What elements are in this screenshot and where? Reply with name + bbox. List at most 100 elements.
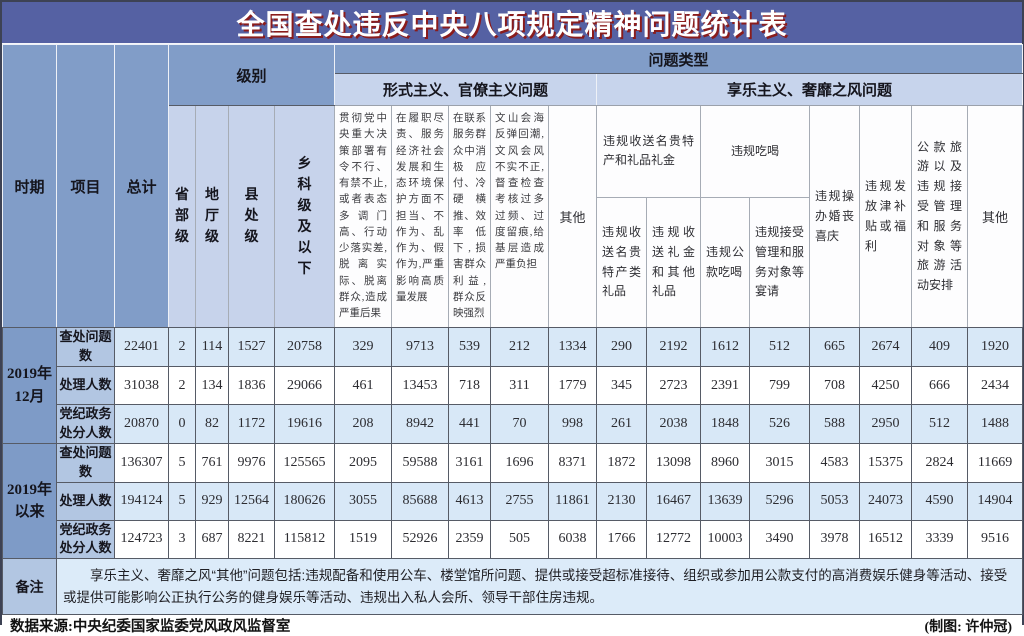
data-cell: 4250 (859, 366, 913, 406)
data-cell: 2723 (646, 366, 702, 406)
data-cell: 3339 (911, 519, 969, 560)
statistics-table: 时期 项目 总计 级别 问题类型 形式主义、官僚主义问题 享乐主义、奢靡之风问题… (2, 43, 1024, 616)
data-cell: 666 (911, 366, 969, 406)
col-header-formalism-1: 在履职尽责、服务经济社会发展和生态环境保护方面不担当、不作为、乱作为、假作为,严… (391, 104, 450, 329)
col-header-weddings-funerals: 违规操办婚丧喜庆 (809, 104, 861, 329)
data-cell: 114 (195, 327, 229, 368)
period-label: 2019年以来 (2, 442, 57, 560)
data-cell: 3015 (749, 442, 811, 483)
col-header-level-county: 县处级 (228, 104, 275, 329)
note-text-cell: 享乐主义、奢靡之风“其他”问题包括:违规配备和使用公车、楼堂馆所问题、提供或接受… (55, 558, 1024, 616)
group-header-gifts: 违规收送名贵特产和礼品礼金 (596, 105, 702, 198)
col-header-dining-banquets: 违规接受管理和服务对象等宴请 (749, 196, 811, 329)
data-cell: 2130 (596, 481, 648, 521)
data-cell: 194124 (114, 481, 169, 521)
row-label: 党纪政务处分人数 (56, 404, 115, 444)
col-header-item: 项目 (56, 43, 115, 329)
data-cell: 2 (168, 366, 196, 406)
data-cell: 16512 (859, 519, 913, 560)
data-cell: 11669 (967, 442, 1024, 483)
data-cell: 345 (596, 366, 648, 406)
data-cell: 5053 (809, 481, 861, 521)
data-cell: 16467 (646, 481, 702, 521)
data-cell: 290 (596, 327, 648, 368)
data-cell: 5 (168, 481, 196, 521)
data-cell: 6038 (548, 519, 598, 560)
chart-credit: (制图: 许仲冠) (924, 619, 1013, 635)
data-cell: 2950 (859, 404, 913, 444)
header-row-3: 省部级 地厅级 县处级 乡科级及以下 贯彻党中央重大决策部署有令不行、有禁不止,… (3, 104, 1024, 329)
data-cell: 1527 (228, 327, 275, 368)
data-cell: 11861 (548, 481, 598, 521)
col-header-period: 时期 (2, 43, 57, 329)
data-cell: 115812 (273, 519, 336, 560)
data-cell: 1696 (490, 442, 550, 483)
data-cell: 2674 (859, 327, 913, 368)
data-cell: 588 (809, 404, 861, 444)
data-cell: 4613 (448, 481, 492, 521)
data-cell: 1519 (334, 519, 393, 560)
page-title: 全国查处违反中央八项规定精神问题统计表 (236, 8, 788, 40)
data-cell: 718 (448, 366, 492, 406)
col-header-formalism-2: 在联系服务群众中消极应付、冷硬横推、效率低下,损害群众利益,群众反映强烈 (448, 104, 492, 329)
data-cell: 20870 (114, 404, 169, 444)
data-cell: 512 (749, 327, 811, 368)
group-header-formalism: 形式主义、官僚主义问题 (334, 73, 598, 106)
title-bar: 全国查处违反中央八项规定精神问题统计表 (2, 2, 1022, 44)
col-header-total: 总计 (114, 43, 169, 329)
data-cell: 59588 (391, 442, 450, 483)
col-header-level-prefecture: 地厅级 (195, 104, 229, 329)
data-cell: 0 (168, 404, 196, 444)
note-text: 享乐主义、奢靡之风“其他”问题包括:违规配备和使用公车、楼堂馆所问题、提供或接受… (63, 568, 1008, 605)
data-cell: 9713 (391, 327, 450, 368)
period-label: 2019年12月 (2, 327, 57, 444)
data-cell: 31038 (114, 366, 169, 406)
col-header-formalism-0: 贯彻党中央重大决策部署有令不行、有禁不止,或者表态多调门高、行动少落实差,脱离实… (334, 104, 393, 329)
note-row: 备注 享乐主义、奢靡之风“其他”问题包括:违规配备和使用公车、楼堂馆所问题、提供… (2, 558, 1024, 616)
data-cell: 1612 (700, 327, 751, 368)
data-cell: 12772 (646, 519, 702, 560)
data-cell: 4583 (809, 442, 861, 483)
data-cell: 3161 (448, 442, 492, 483)
data-cell: 8960 (700, 442, 751, 483)
data-cell: 3 (168, 519, 196, 560)
col-header-hedonism-other: 其他 (967, 104, 1024, 329)
data-cell: 208 (334, 404, 393, 444)
data-cell: 409 (911, 327, 969, 368)
data-cell: 1848 (700, 404, 751, 444)
row-label: 查处问题数 (56, 327, 115, 368)
data-cell: 13453 (391, 366, 450, 406)
data-cell: 8942 (391, 404, 450, 444)
col-header-gifts-cash: 违规收送礼金和其他礼品 (646, 196, 702, 329)
group-header-dining: 违规吃喝 (700, 105, 811, 198)
row-label: 查处问题数 (56, 442, 115, 483)
note-label: 备注 (2, 558, 57, 616)
table-row: 2019年以来 查处问题数 136307 5 761 9976 125565 2… (2, 442, 1024, 560)
header-row-1: 时期 项目 总计 级别 问题类型 (2, 43, 1024, 329)
data-cell: 2755 (490, 481, 550, 521)
table-row: 党纪政务处分人数 20870 0 82 1172 19616 208 8942 … (3, 404, 1024, 444)
data-cell: 1779 (548, 366, 598, 406)
data-cell: 799 (749, 366, 811, 406)
data-cell: 19616 (273, 404, 336, 444)
data-cell: 2391 (700, 366, 751, 406)
data-cell: 708 (809, 366, 861, 406)
data-cell: 5 (168, 442, 196, 483)
data-cell: 136307 (114, 442, 169, 483)
data-cell: 70 (490, 404, 550, 444)
data-cell: 539 (448, 327, 492, 368)
data-cell: 687 (195, 519, 229, 560)
group-header-problem-type: 问题类型 (334, 44, 1024, 74)
table-row: 处理人数 31038 2 134 1836 29066 461 13453 71… (3, 366, 1024, 406)
col-header-dining-public-funds: 违规公款吃喝 (700, 196, 751, 329)
col-header-level-province: 省部级 (168, 104, 196, 329)
data-cell: 2824 (911, 442, 969, 483)
data-cell: 15375 (859, 442, 913, 483)
header-row-2: 形式主义、官僚主义问题 享乐主义、奢靡之风问题 (3, 73, 1024, 106)
header-row-4: 违规收送名贵特产类礼品 违规收送礼金和其他礼品 违规公款吃喝 违规接受管理和服务… (3, 196, 1023, 329)
data-cell: 1488 (967, 404, 1024, 444)
data-cell: 1920 (967, 327, 1024, 368)
data-cell: 13098 (646, 442, 702, 483)
data-cell: 329 (334, 327, 393, 368)
